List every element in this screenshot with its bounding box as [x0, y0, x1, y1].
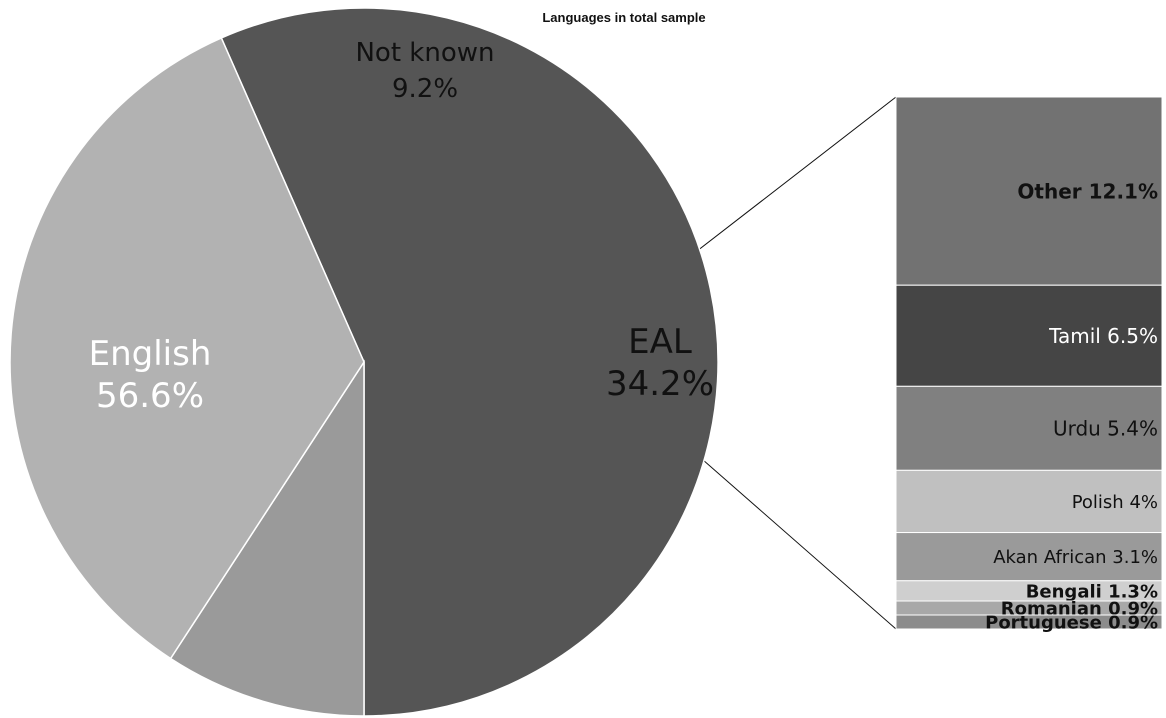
bar-label-akan-african-3-1: Akan African 3.1%	[993, 547, 1158, 568]
bar-label-urdu-5-4: Urdu 5.4%	[1053, 417, 1158, 441]
bar-segment-polish-4	[895, 469, 1163, 534]
pie-label-value-eal: 34.2%	[606, 364, 714, 404]
pie-label-eal: EAL 34.2%	[606, 322, 714, 404]
pie-label-value-not-known: 9.2%	[392, 74, 458, 104]
pie-label-name-not-known: Not known	[355, 38, 494, 68]
pie-chart: English 56.6% Not known 9.2% EAL 34.2%	[9, 7, 719, 717]
pie-slice-english	[220, 7, 719, 717]
pie-label-name-eal: EAL	[628, 322, 692, 362]
bar-label-portuguese-0-9: Portuguese 0.9%	[985, 612, 1158, 633]
pie-slice-not-known	[169, 359, 365, 717]
breakdown-bar: Other 12.1% Tamil 6.5% Urdu 5.4% Polish 4% A…	[895, 96, 1163, 633]
chart-title: Languages in total sample	[542, 10, 705, 25]
bar-segment-akan-african-3-1	[895, 532, 1163, 582]
bar-segment-urdu-5-4	[895, 385, 1163, 471]
pie-label-value-english: 56.6%	[96, 376, 204, 416]
bar-label-romanian-0-9: Romanian 0.9%	[1001, 598, 1158, 619]
bar-label-bengali-1-3: Bengali 1.3%	[1026, 581, 1158, 602]
bar-segment-tamil-6-5	[895, 284, 1163, 387]
pie-label-not-known: Not known 9.2%	[355, 38, 494, 104]
bar-segment-portuguese-0-9	[895, 614, 1163, 630]
pie-slice-eal	[9, 37, 365, 660]
pie-label-english: English 56.6%	[89, 334, 212, 416]
bar-label-other-12-1: Other 12.1%	[1017, 179, 1158, 203]
bar-segment-other-12-1	[895, 96, 1163, 286]
bar-label-tamil-6-5: Tamil 6.5%	[1048, 324, 1158, 348]
bar-label-polish-4: Polish 4%	[1072, 492, 1158, 513]
pie-label-name-english: English	[89, 334, 212, 374]
